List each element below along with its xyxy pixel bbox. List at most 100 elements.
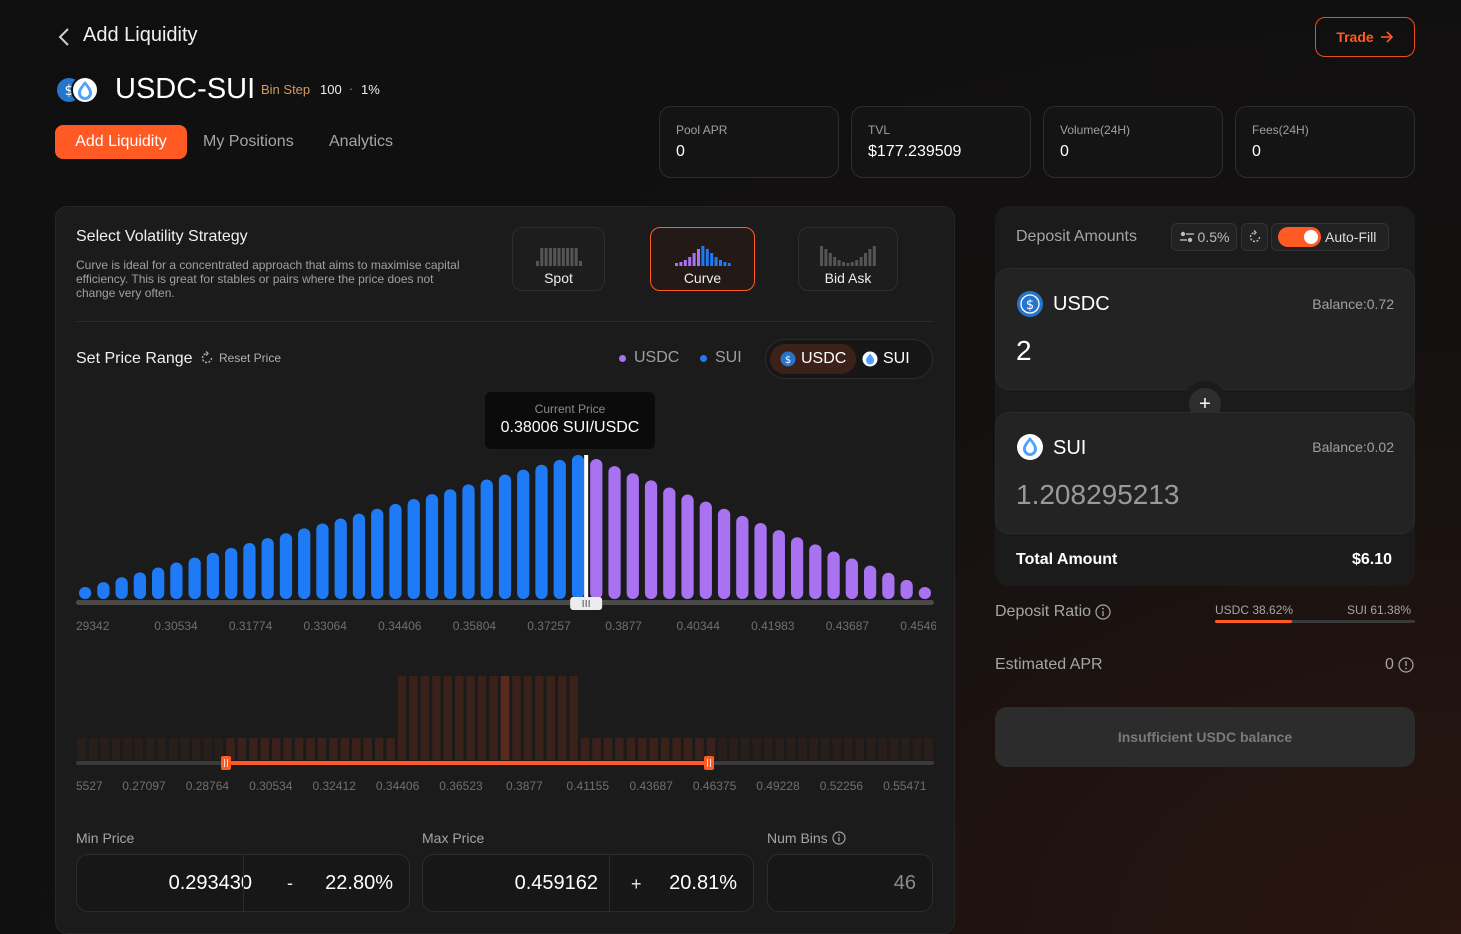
refresh-button[interactable] [1241,223,1268,251]
range-track[interactable] [76,600,934,605]
liquidity-bin[interactable] [845,558,858,599]
liquidity-bin[interactable] [425,494,439,599]
max-price-field[interactable]: 0.459162 + 20.81% [422,854,754,912]
liquidity-bin[interactable] [535,464,548,599]
liquidity-bin[interactable] [553,459,566,599]
tab-add-liquidity[interactable]: Add Liquidity [55,125,187,159]
liquidity-bin[interactable] [115,577,128,599]
tab-analytics[interactable]: Analytics [329,133,394,150]
liquidity-bin[interactable] [717,508,731,599]
total-amount-label: Total Amount [1016,551,1118,568]
liquidity-distribution-chart[interactable]: 29342 0.30534 0.31774 0.33064 0.34406 0.35804… [76,450,936,800]
max-percent-value[interactable]: 20.81% [669,872,737,894]
submit-button[interactable]: Insufficient USDC balance [995,707,1415,767]
strategy-spot-button[interactable]: Spot [512,227,605,291]
info-icon[interactable] [1095,604,1111,620]
arrow-right-icon [1380,31,1393,43]
toggle-label: USDC [801,350,847,367]
liquidity-bin[interactable] [900,579,913,599]
liquidity-bin[interactable] [152,567,165,599]
overview-handle[interactable] [704,756,714,770]
svg-text:$: $ [65,83,74,99]
min-percent-value[interactable]: 22.80% [325,872,393,894]
liquidity-bin[interactable] [699,501,712,599]
liquidity-bin[interactable] [681,494,694,599]
tab-my-positions[interactable]: My Positions [203,133,294,150]
liquidity-bin[interactable] [827,551,840,599]
liquidity-bin[interactable] [206,552,220,599]
liquidity-bin[interactable] [790,537,804,599]
overview-selection[interactable] [226,761,709,765]
trade-button[interactable]: Trade [1315,17,1415,57]
liquidity-bin[interactable] [498,474,512,599]
liquidity-bin[interactable] [243,543,256,599]
liquidity-bin[interactable] [809,544,822,599]
liquidity-bin[interactable] [352,513,366,599]
strategy-bidask-button[interactable]: Bid Ask [798,227,898,291]
liquidity-bin[interactable] [298,528,311,599]
strategy-curve-button[interactable]: Curve [650,227,755,291]
overview-handle[interactable] [221,756,231,770]
overview-bin [626,738,636,760]
liquidity-bin[interactable] [608,466,621,599]
max-price-value[interactable]: 0.459162 [514,872,598,894]
liquidity-bin[interactable] [188,557,201,599]
token-a-balance[interactable]: Balance:0.72 [1312,296,1394,312]
liquidity-bin[interactable] [316,523,329,599]
liquidity-bin[interactable] [772,530,785,599]
shape-bar [574,248,578,266]
liquidity-bin[interactable] [462,484,475,599]
liquidity-bin[interactable] [170,562,183,599]
liquidity-bin[interactable] [754,523,767,599]
liquidity-bin[interactable] [79,587,92,599]
slippage-button[interactable]: 0.5% [1171,223,1237,251]
liquidity-bin[interactable] [279,533,293,599]
shape-bar [864,253,867,266]
x-tick-label: 0.3877 [605,619,642,633]
token-a-amount-input[interactable]: 2 [1016,335,1032,366]
liquidity-bin[interactable] [389,503,402,599]
liquidity-bin[interactable] [225,547,238,599]
liquidity-bin[interactable] [863,565,877,599]
token-b-amount-input[interactable]: 1.208295213 [1016,479,1180,510]
num-bins-field[interactable]: 46 [767,854,933,912]
x-tick-label: 0.37257 [527,619,571,633]
toggle-switch[interactable] [1278,227,1321,247]
liquidity-bin[interactable] [644,480,658,599]
liquidity-bin[interactable] [626,473,639,599]
min-price-field[interactable]: 0.293430 - 22.80% [76,854,410,912]
reset-price-button[interactable]: Reset Price [200,351,281,365]
liquidity-bin[interactable] [480,479,493,599]
min-price-value[interactable]: 0.293430 [168,872,252,894]
num-bins-value[interactable]: 46 [893,872,916,894]
token-b-balance[interactable]: Balance:0.02 [1312,439,1394,455]
liquidity-bin[interactable] [261,538,274,599]
liquidity-bin[interactable] [133,572,147,599]
auto-fill-toggle[interactable]: Auto-Fill [1271,223,1389,251]
liquidity-bin[interactable] [590,459,603,599]
overview-tick-label: 0.30534 [249,779,293,793]
liquidity-bin[interactable] [407,499,420,599]
liquidity-bin[interactable] [882,572,895,599]
token-b-name: SUI [1053,437,1087,459]
liquidity-bin[interactable] [371,508,384,599]
liquidity-bin[interactable] [663,487,676,599]
shape-bar [714,257,718,266]
liquidity-bin[interactable] [444,489,457,599]
info-icon[interactable] [1398,657,1414,673]
liquidity-bin[interactable] [736,515,749,599]
liquidity-bin[interactable] [571,455,585,599]
liquidity-bin[interactable] [97,582,110,599]
toggle-sui[interactable]: SUI [852,344,920,374]
overview-bin [660,738,670,760]
back-arrow-icon[interactable] [55,25,75,49]
overview-bin [775,738,784,760]
liquidity-bin[interactable] [918,587,931,599]
liquidity-bin[interactable] [517,469,530,599]
overview-bin [603,738,613,760]
info-icon[interactable] [832,831,846,845]
overview-bin [729,738,739,760]
liquidity-bin[interactable] [334,518,347,599]
toggle-usdc[interactable]: $ USDC [770,344,857,374]
overview-tick-label: 5527 [76,779,103,793]
